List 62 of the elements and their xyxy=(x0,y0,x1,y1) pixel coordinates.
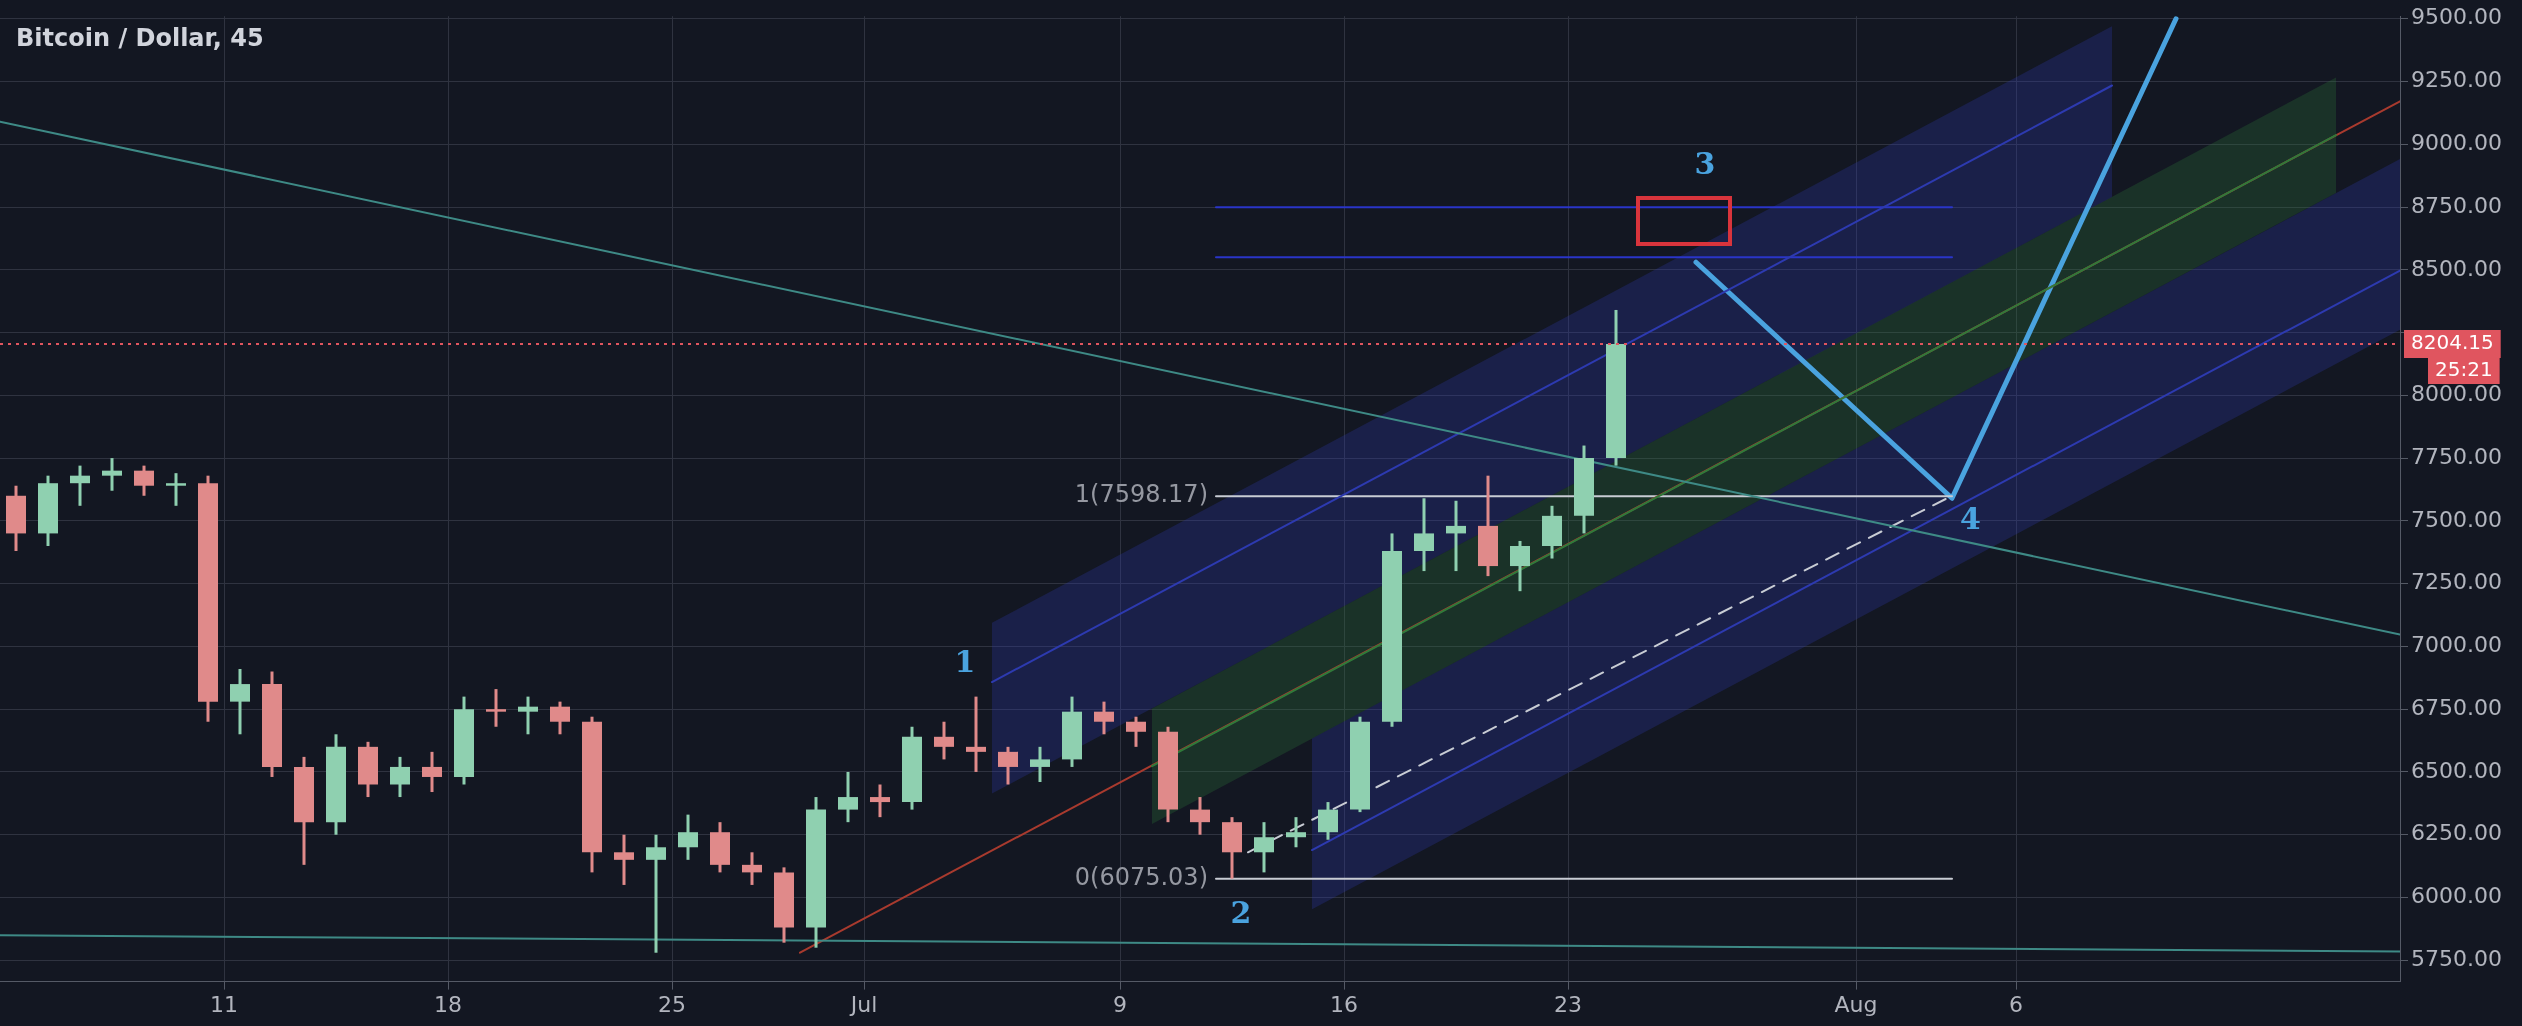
y-tick-label: 7250.00 xyxy=(2411,569,2502,595)
candlestick xyxy=(934,721,954,760)
y-tick-label: 6250.00 xyxy=(2411,820,2502,846)
candlestick xyxy=(1446,499,1466,573)
annotation: 0(6075.03) xyxy=(1074,862,1208,891)
x-tick-label: Jul xyxy=(848,991,878,1017)
candlestick xyxy=(166,473,186,506)
x-tick-label: 25 xyxy=(658,991,686,1017)
candlestick xyxy=(870,784,890,819)
candlestick xyxy=(742,852,762,885)
annotation: 2 xyxy=(1230,894,1252,930)
candlestick xyxy=(486,689,506,727)
candlestick xyxy=(422,750,442,794)
candlestick xyxy=(838,770,858,824)
y-tick-label: 8000.00 xyxy=(2411,381,2502,407)
y-tick-label: 9250.00 xyxy=(2411,67,2502,93)
candlestick xyxy=(550,701,570,735)
annotation: 1 xyxy=(954,643,976,679)
x-tick-label: 16 xyxy=(1330,991,1358,1017)
annotation: 3 xyxy=(1694,145,1716,181)
x-tick-label: 23 xyxy=(1554,991,1582,1017)
y-tick-label: 5750.00 xyxy=(2411,945,2502,971)
annotation: 4 xyxy=(1960,501,1981,537)
y-tick-label: 6500.00 xyxy=(2411,757,2502,783)
candlestick xyxy=(230,669,250,735)
candlestick xyxy=(1030,745,1050,782)
candlestick xyxy=(390,755,410,799)
candlestick xyxy=(678,814,698,860)
y-tick-label: 7750.00 xyxy=(2411,443,2502,469)
candlestick xyxy=(1254,822,1274,873)
candlestick xyxy=(1126,716,1146,747)
candlestick xyxy=(646,834,666,953)
y-tick-label: 6750.00 xyxy=(2411,694,2502,720)
candlestick xyxy=(1094,701,1114,735)
candlestick xyxy=(614,834,634,885)
x-tick-label: 9 xyxy=(1113,991,1127,1017)
candlestick xyxy=(1414,498,1434,573)
candlestick xyxy=(1286,817,1306,848)
candlestick xyxy=(518,696,538,735)
candlestick xyxy=(134,465,154,496)
annotation: 1(7598.17) xyxy=(1074,480,1208,509)
candlestick xyxy=(70,465,90,506)
text: 25:21 xyxy=(2435,357,2493,382)
x-tick-label: 6 xyxy=(2009,991,2023,1017)
y-tick-label: 9000.00 xyxy=(2411,129,2502,155)
candlestick xyxy=(1510,539,1530,593)
x-tick-label: 18 xyxy=(434,991,462,1017)
chart-title: Bitcoin / Dollar, 45 xyxy=(16,24,264,53)
y-tick-label: 8500.00 xyxy=(2411,255,2502,281)
y-tick-label: 7500.00 xyxy=(2411,506,2502,532)
candlestick xyxy=(998,745,1018,785)
y-tick-label: 8750.00 xyxy=(2411,192,2502,218)
x-tick-label: Aug xyxy=(1834,991,1878,1017)
y-tick-label: 7000.00 xyxy=(2411,632,2502,658)
candlestick xyxy=(102,458,122,491)
x-tick-label: 11 xyxy=(210,991,238,1017)
candlestick xyxy=(966,696,986,772)
candlestick xyxy=(1318,802,1338,840)
candlestick xyxy=(1190,797,1210,835)
ref-line-label: 8204.15 xyxy=(2411,330,2494,355)
y-tick-label: 6000.00 xyxy=(2411,883,2502,909)
y-tick-label: 9500.00 xyxy=(2411,4,2502,30)
